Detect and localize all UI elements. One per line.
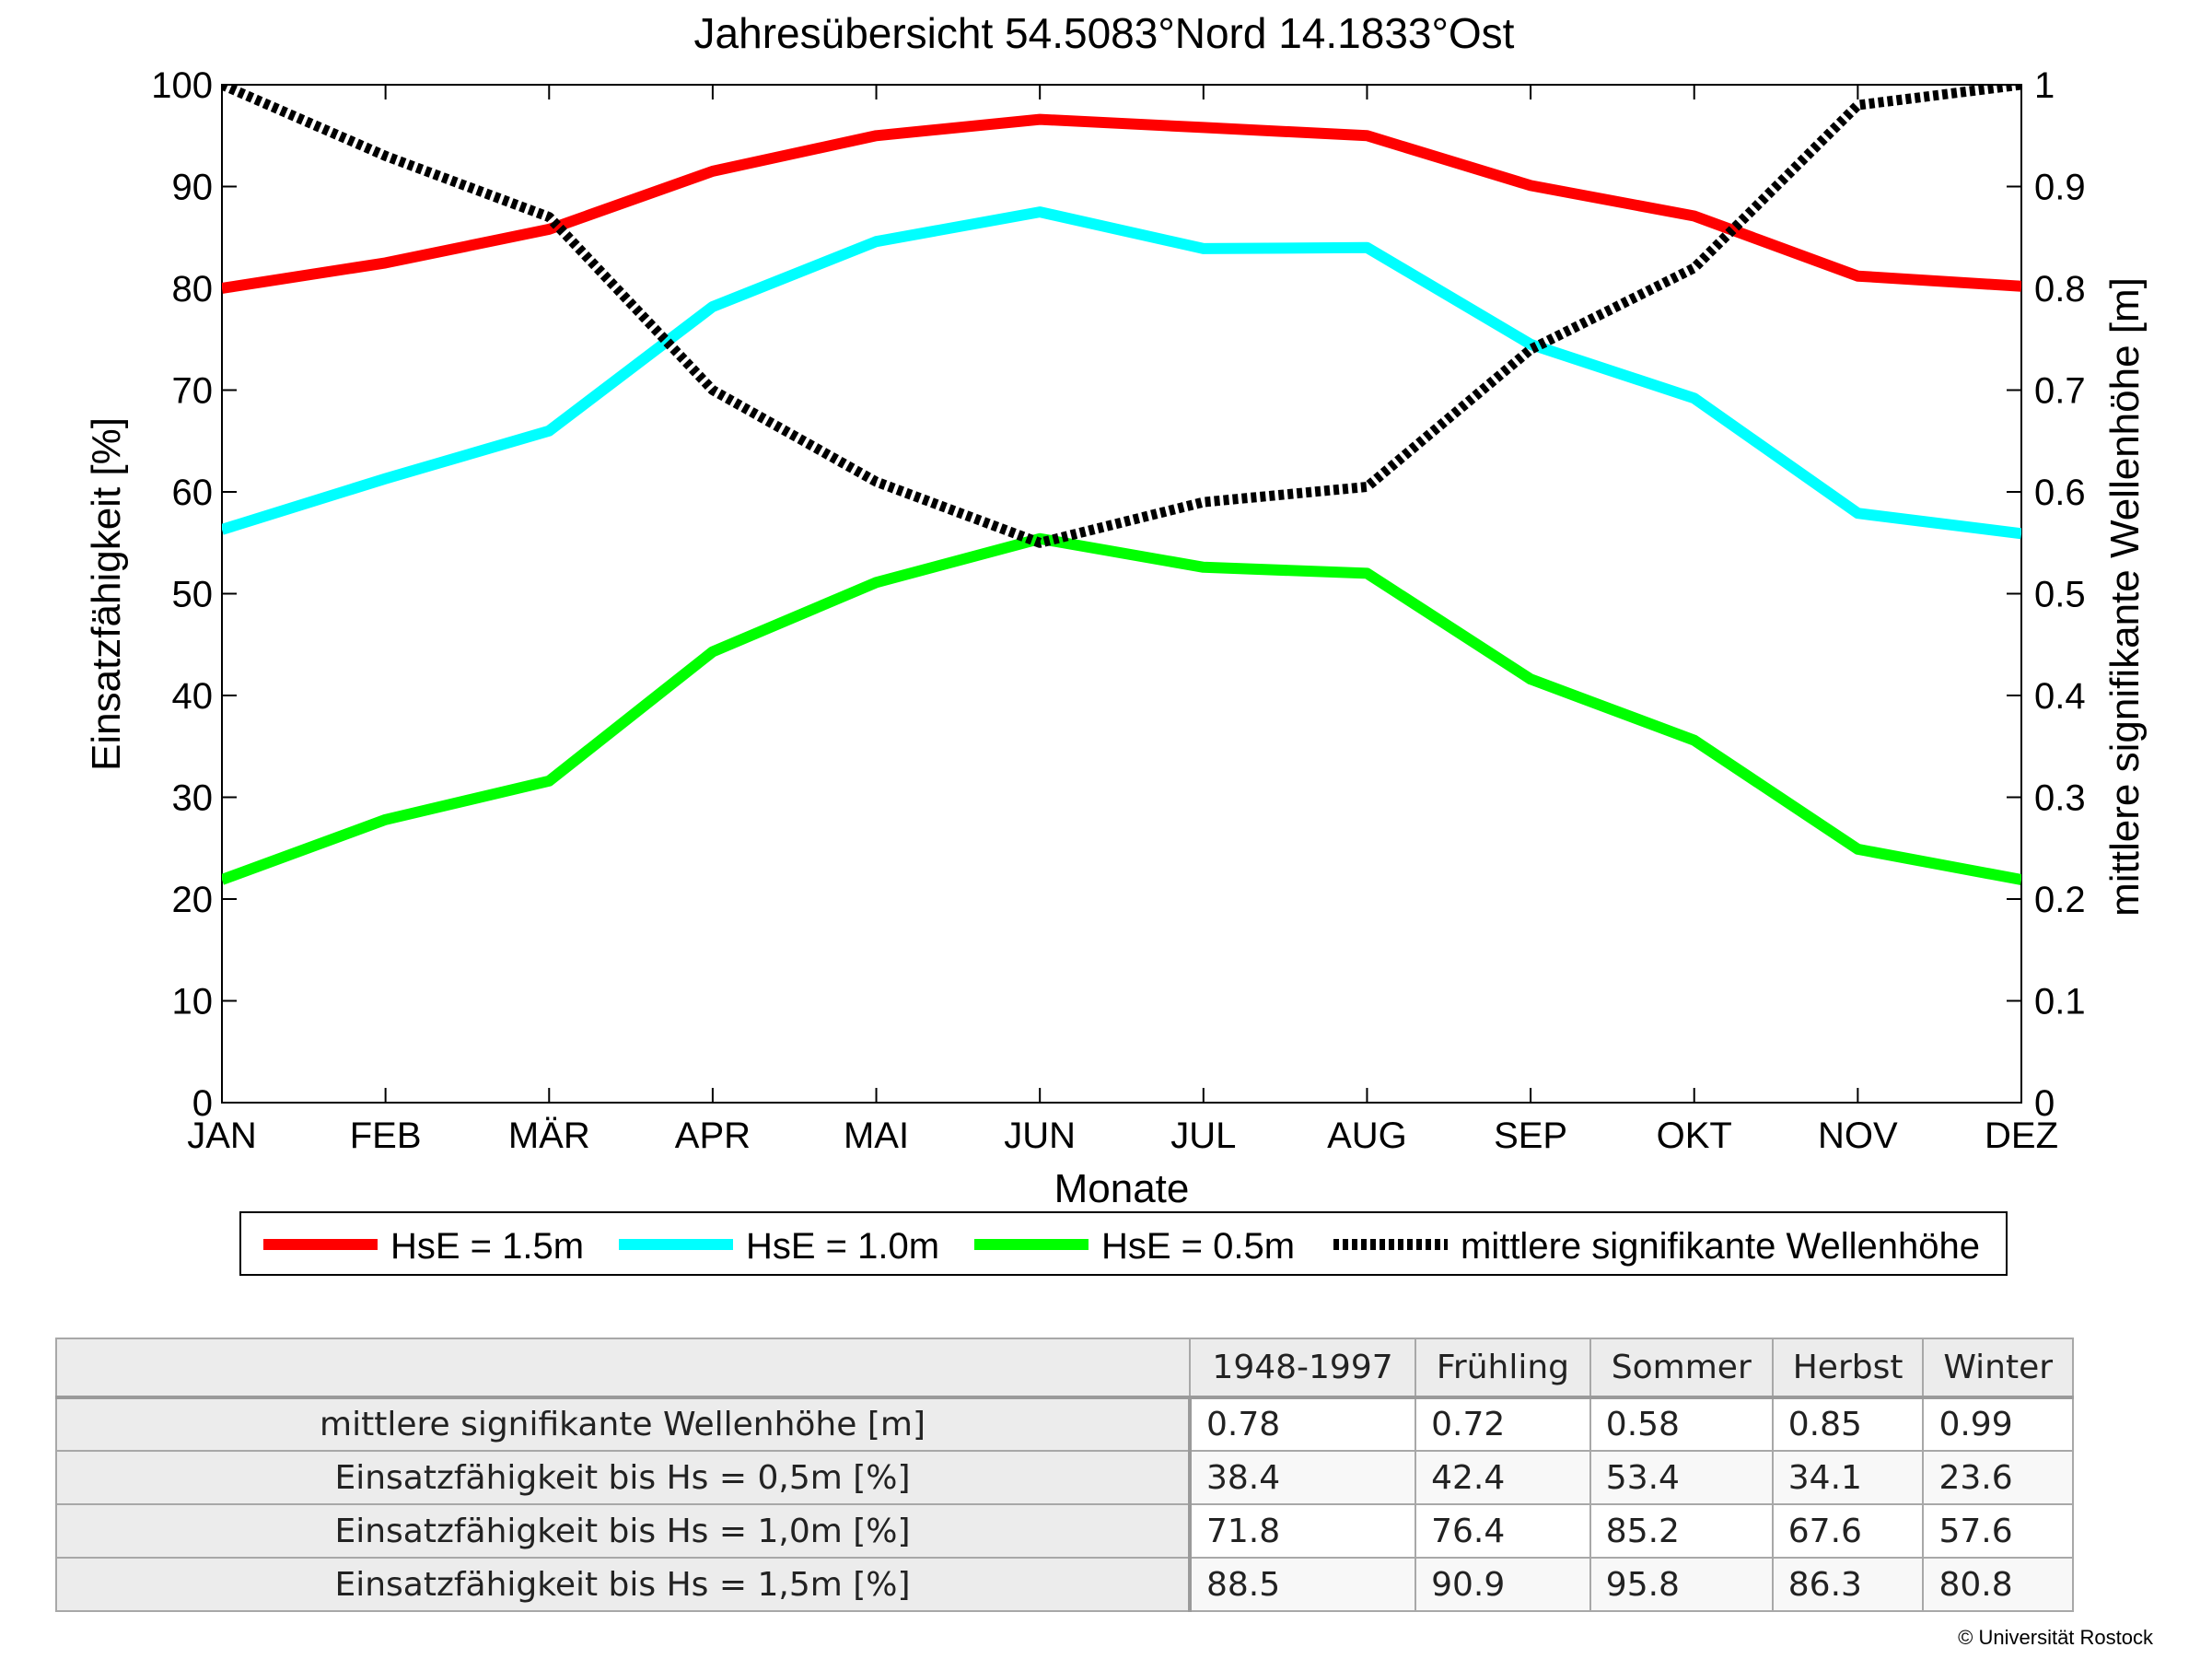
legend-label-wave-height: mittlere signifikante Wellenhöhe — [1461, 1226, 1980, 1267]
legend-label-hse-1-0: HsE = 1.0m — [746, 1226, 939, 1267]
x-tick-label: MÄR — [508, 1116, 590, 1156]
y-tick-label: 40 — [172, 676, 214, 717]
x-tick-label: DEZ — [1985, 1116, 2058, 1156]
x-tick-label: JUL — [1170, 1116, 1236, 1156]
y2-axis-label: mittlere signifikante Wellenhöhe [m] — [2102, 277, 2148, 917]
column-header-spring: Frühling — [1415, 1338, 1591, 1399]
table-cell: 90.9 — [1415, 1557, 1591, 1612]
series-line-1 — [222, 206, 2021, 540]
chart-title: Jahresübersicht 54.5083°Nord 14.1833°Ost — [694, 9, 1515, 57]
row-label: Einsatzfähigkeit bis Hs = 0,5m [%] — [55, 1450, 1192, 1505]
left-axis-ticks: 0 10 20 30 40 50 60 70 80 90 100 — [151, 65, 237, 1124]
y-tick-label: 10 — [172, 982, 214, 1022]
legend: HsE = 1.5m HsE = 1.0m HsE = 0.5m mittler… — [239, 1211, 2008, 1276]
x-tick-label: FEB — [350, 1116, 422, 1156]
table-cell: 80.8 — [1922, 1557, 2074, 1612]
y-tick-label: 80 — [172, 269, 214, 310]
table-cell: 57.6 — [1922, 1503, 2074, 1559]
table-cell: 0.78 — [1188, 1396, 1417, 1452]
table-row: Einsatzfähigkeit bis Hs = 1,0m [%] 71.8 … — [55, 1503, 2074, 1559]
x-axis-ticks: JAN FEB MÄR APR MAI JUN JUL AUG SEP OKT NOV DEZ — [187, 85, 2058, 1156]
line-chart: Jahresübersicht 54.5083°Nord 14.1833°Ost… — [84, 9, 2148, 1276]
row-label: mittlere signifikante Wellenhöhe [m] — [55, 1396, 1192, 1452]
x-tick-label: JUN — [1004, 1116, 1076, 1156]
x-axis-label: Monate — [1054, 1166, 1190, 1211]
legend-box — [239, 1211, 2008, 1276]
table-cell: 71.8 — [1188, 1503, 1417, 1559]
x-tick-label: MAI — [844, 1116, 909, 1156]
x-tick-label: NOV — [1818, 1116, 1898, 1156]
copyright-notice: © Universität Rostock — [1958, 1626, 2153, 1649]
y-tick-label: 0 — [192, 1083, 213, 1124]
table-header-row: 1948-1997 Frühling Sommer Herbst Winter — [55, 1338, 2074, 1399]
y-tick-label: 60 — [172, 473, 214, 513]
statistics-table: 1948-1997 Frühling Sommer Herbst Winter … — [55, 1338, 2074, 1612]
y2-tick-label: 0.2 — [2034, 880, 2086, 920]
column-header-period: 1948-1997 — [1188, 1338, 1417, 1399]
x-tick-label: APR — [675, 1116, 751, 1156]
y-tick-label: 70 — [172, 371, 214, 412]
table-cell: 88.5 — [1188, 1557, 1417, 1612]
series-line-3 — [222, 85, 2021, 548]
plot-area — [221, 84, 2022, 1104]
table-cell: 76.4 — [1415, 1503, 1591, 1559]
table-cell: 86.3 — [1771, 1557, 1925, 1612]
y2-tick-label: 0.3 — [2034, 778, 2086, 819]
table-cell: 53.4 — [1589, 1450, 1774, 1505]
right-axis-ticks: 0 0.1 0.2 0.3 0.4 0.5 0.6 0.7 0.8 0.9 1 — [2007, 65, 2086, 1124]
y2-tick-label: 0.4 — [2034, 676, 2086, 717]
y2-tick-label: 0.6 — [2034, 473, 2086, 513]
table-cell: 38.4 — [1188, 1450, 1417, 1505]
legend-label-hse-1-5: HsE = 1.5m — [390, 1226, 584, 1267]
y-tick-label: 100 — [151, 65, 213, 106]
column-header-autumn: Herbst — [1771, 1338, 1925, 1399]
y2-tick-label: 0.1 — [2034, 982, 2086, 1022]
y-axis-label: Einsatzfähigkeit [%] — [84, 417, 129, 771]
x-tick-label: SEP — [1494, 1116, 1567, 1156]
y2-tick-label: 0.5 — [2034, 575, 2086, 615]
y-tick-label: 90 — [172, 168, 214, 208]
table-cell: 34.1 — [1771, 1450, 1925, 1505]
series-line-0 — [222, 113, 2021, 294]
y2-tick-label: 1 — [2034, 65, 2055, 106]
table-cell: 42.4 — [1415, 1450, 1591, 1505]
row-label: Einsatzfähigkeit bis Hs = 1,0m [%] — [55, 1503, 1192, 1559]
series-line-2 — [222, 532, 2021, 885]
table-cell: 85.2 — [1589, 1503, 1774, 1559]
table-cell: 67.6 — [1771, 1503, 1925, 1559]
y2-tick-label: 0 — [2034, 1083, 2055, 1124]
x-tick-label: OKT — [1657, 1116, 1732, 1156]
table-corner-cell — [55, 1338, 1191, 1399]
series-lines — [222, 85, 2021, 885]
row-label: Einsatzfähigkeit bis Hs = 1,5m [%] — [55, 1557, 1192, 1612]
column-header-summer: Sommer — [1589, 1338, 1774, 1399]
x-tick-label: JAN — [187, 1116, 257, 1156]
table-cell: 0.99 — [1922, 1396, 2074, 1452]
table-row: Einsatzfähigkeit bis Hs = 0,5m [%] 38.4 … — [55, 1450, 2074, 1505]
y-tick-label: 30 — [172, 778, 214, 819]
table-cell: 0.85 — [1771, 1396, 1925, 1452]
y2-tick-label: 0.7 — [2034, 371, 2086, 412]
table-row: Einsatzfähigkeit bis Hs = 1,5m [%] 88.5 … — [55, 1557, 2074, 1612]
column-header-winter: Winter — [1922, 1338, 2074, 1399]
table-cell: 23.6 — [1922, 1450, 2074, 1505]
table-cell: 95.8 — [1589, 1557, 1774, 1612]
table-cell: 0.72 — [1415, 1396, 1591, 1452]
legend-label-hse-0-5: HsE = 0.5m — [1101, 1226, 1295, 1267]
table-row: mittlere signifikante Wellenhöhe [m] 0.7… — [55, 1396, 2074, 1452]
y-tick-label: 20 — [172, 880, 214, 920]
table-cell: 0.58 — [1589, 1396, 1774, 1452]
x-tick-label: AUG — [1327, 1116, 1407, 1156]
y-tick-label: 50 — [172, 575, 214, 615]
y2-tick-label: 0.8 — [2034, 269, 2086, 310]
y2-tick-label: 0.9 — [2034, 168, 2086, 208]
